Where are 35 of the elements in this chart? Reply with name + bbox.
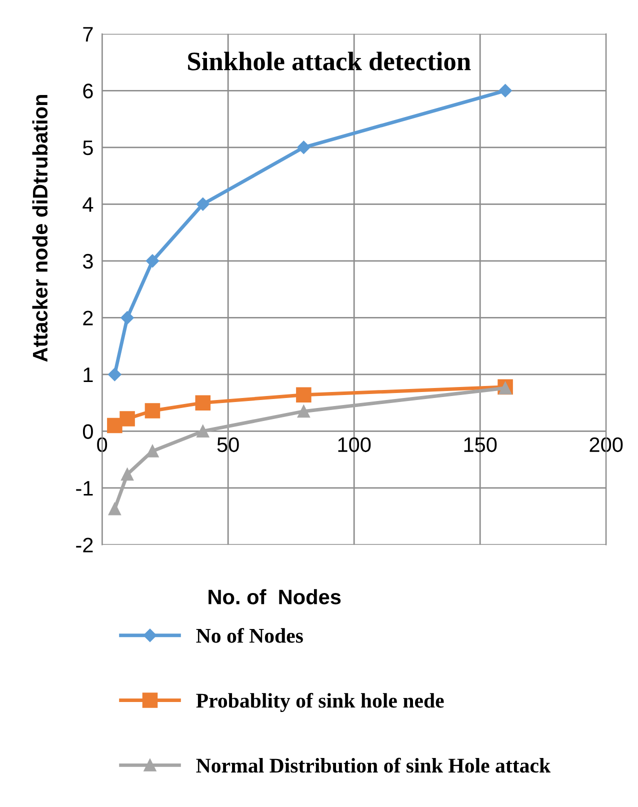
x-tick-label: 200 xyxy=(590,437,623,452)
point xyxy=(144,403,160,418)
y-tick-label: 1 xyxy=(84,368,93,382)
y-tick-label: 3 xyxy=(82,254,93,269)
x-axis-title: No. of Nodes xyxy=(208,589,341,604)
point xyxy=(296,387,312,403)
point xyxy=(146,254,160,268)
y-tick-label: 2 xyxy=(83,310,93,326)
legend-label: No of Nodes xyxy=(196,628,303,643)
y-tick-label: 0 xyxy=(82,424,93,439)
point xyxy=(498,84,512,98)
point xyxy=(108,368,122,382)
legend-label: Probablity of sink hole nede xyxy=(196,692,444,712)
point xyxy=(121,468,134,481)
x-tick-label: 0 xyxy=(97,437,108,452)
x-tick-label: 150 xyxy=(464,437,497,452)
point xyxy=(108,502,121,516)
point xyxy=(195,395,211,410)
x-tick-label: 50 xyxy=(217,437,239,452)
y-tick-label: 5 xyxy=(82,140,93,156)
point xyxy=(120,311,134,324)
y-tick-label: -2 xyxy=(76,538,93,552)
point xyxy=(297,405,310,418)
point xyxy=(297,140,310,154)
point xyxy=(196,424,210,438)
y-axis-title: Attacker node diDtrubation xyxy=(32,95,48,362)
point xyxy=(120,411,135,426)
y-tick-label: 4 xyxy=(82,197,94,212)
y-tick-label: 6 xyxy=(83,84,93,98)
y-tick-label: 7 xyxy=(83,27,93,42)
legend-label: Normal Distribution of sink Hole attack xyxy=(196,758,551,773)
text: Sinkhole attack detection xyxy=(188,52,471,70)
x-tick-label: 100 xyxy=(338,437,371,452)
y-tick-label: -1 xyxy=(76,481,93,496)
point xyxy=(196,198,210,211)
